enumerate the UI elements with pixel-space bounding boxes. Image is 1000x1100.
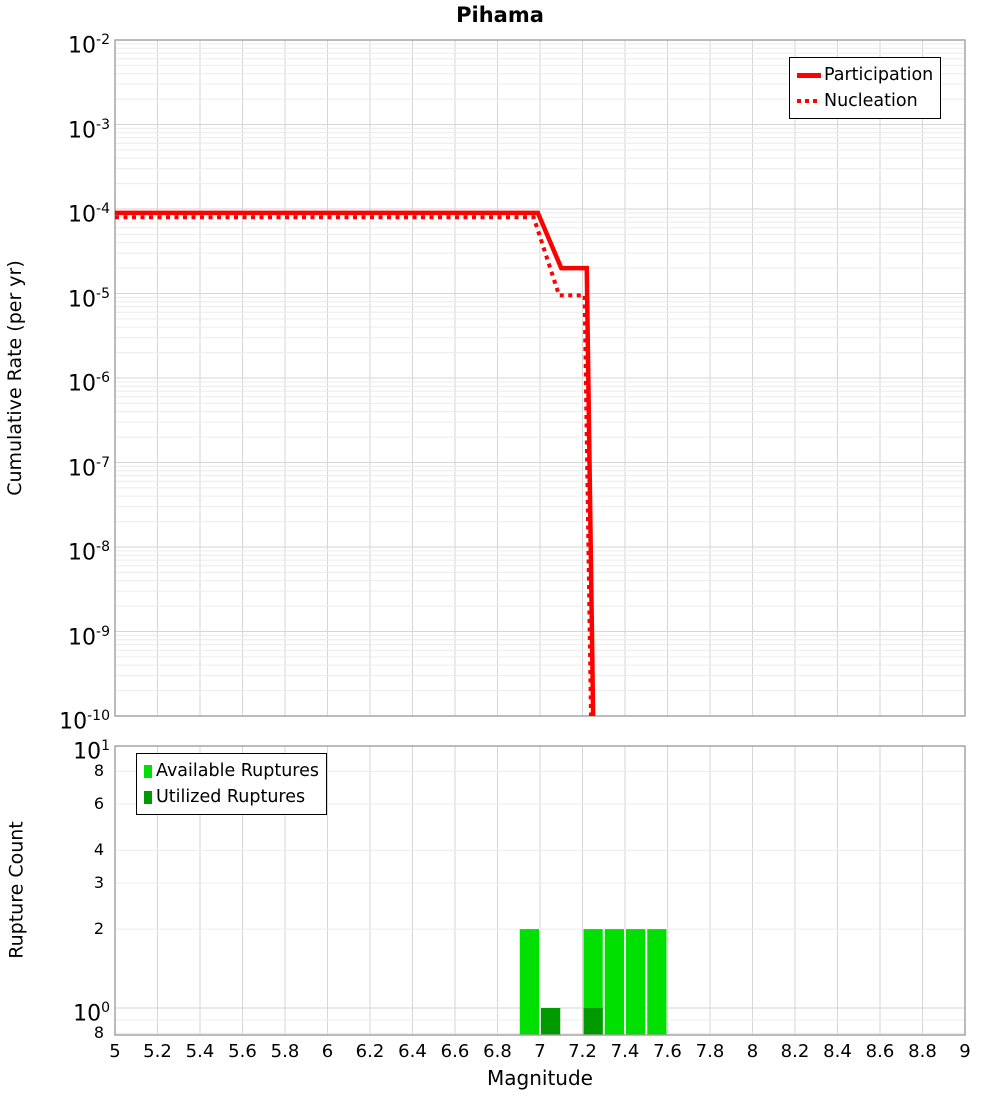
participation-line — [115, 210, 596, 716]
y-tick-label-count: 100 — [73, 1000, 110, 1027]
x-tick-label: 8 — [746, 1041, 759, 1062]
available-ruptures-bar — [519, 929, 539, 1035]
x-axis-label-magnitude: Magnitude — [487, 1066, 593, 1090]
x-tick-label: 6.4 — [398, 1041, 427, 1062]
y-tick-label-rate: 10-4 — [68, 201, 110, 228]
x-tick-label: 7.2 — [568, 1041, 597, 1062]
x-tick-label: 8.4 — [823, 1041, 852, 1062]
y-axis-label-cumulative-rate: Cumulative Rate (per yr) — [4, 260, 26, 496]
participation-line-swatch — [797, 72, 821, 78]
rate-plot-frame — [114, 39, 966, 717]
y-tick-label-rate: 10-10 — [59, 708, 110, 735]
x-tick-label: 8.2 — [780, 1041, 810, 1062]
x-tick-label: 5.2 — [143, 1041, 172, 1062]
y-tick-label-rate: 10-6 — [68, 370, 110, 397]
y-tick-label-rate: 10-9 — [68, 623, 110, 650]
legend-rupture-plot: Available Ruptures Utilized Ruptures — [136, 753, 327, 815]
legend-item-utilized: Utilized Ruptures — [144, 784, 319, 810]
y-tick-label-rate: 10-7 — [68, 454, 110, 481]
y-minor-tick-label-count: 8 — [93, 761, 104, 781]
count-plot-frame — [114, 745, 966, 1036]
utilized-ruptures-bar — [541, 1008, 561, 1035]
nucleation-line — [115, 215, 593, 716]
x-tick-label: 7.6 — [653, 1041, 682, 1062]
x-tick-label: 6 — [321, 1041, 334, 1062]
y-axis-label-rupture-count: Rupture Count — [5, 821, 28, 959]
y-minor-tick-label-count: 2 — [93, 919, 104, 939]
legend-rate-plot: Participation Nucleation — [789, 57, 942, 119]
chart-title: Pihama — [456, 3, 544, 27]
y-tick-label-rate: 10-2 — [68, 32, 110, 59]
available-ruptures-swatch — [144, 764, 152, 778]
y-tick-label-count: 101 — [73, 738, 110, 765]
y-tick-label-rate: 10-3 — [68, 116, 110, 143]
utilized-ruptures-bar — [583, 1008, 603, 1035]
legend-item-participation: Participation — [797, 62, 933, 88]
y-minor-tick-label-count: 8 — [93, 1023, 104, 1043]
x-tick-label: 5.4 — [185, 1041, 215, 1062]
x-tick-label: 6.2 — [355, 1041, 385, 1062]
y-minor-tick-label-count: 4 — [93, 840, 104, 860]
x-tick-label: 5.6 — [228, 1041, 257, 1062]
x-tick-label: 8.8 — [908, 1041, 937, 1062]
legend-item-available: Available Ruptures — [144, 758, 319, 784]
utilized-ruptures-swatch — [144, 790, 152, 804]
y-tick-label-rate: 10-8 — [68, 539, 110, 566]
x-tick-label: 5.8 — [270, 1041, 300, 1062]
legend-label-utilized: Utilized Ruptures — [156, 787, 306, 807]
x-tick-label: 9 — [959, 1041, 971, 1062]
x-tick-label: 8.6 — [865, 1041, 895, 1062]
y-minor-tick-label-count: 6 — [93, 794, 104, 814]
legend-label-nucleation: Nucleation — [824, 91, 918, 111]
x-tick-label: 7 — [534, 1041, 546, 1062]
legend-label-participation: Participation — [824, 65, 934, 85]
legend-label-available: Available Ruptures — [156, 761, 319, 781]
x-tick-label: 7.8 — [695, 1041, 725, 1062]
available-ruptures-bar — [626, 929, 646, 1035]
legend-item-nucleation: Nucleation — [797, 88, 933, 114]
y-minor-tick-label-count: 3 — [93, 872, 104, 892]
x-tick-label: 5 — [109, 1041, 121, 1062]
x-tick-label: 6.6 — [440, 1041, 470, 1062]
y-tick-label-rate: 10-5 — [68, 285, 110, 312]
x-tick-label: 7.4 — [610, 1041, 640, 1062]
available-ruptures-bar — [647, 929, 667, 1035]
nucleation-line-swatch — [797, 99, 821, 103]
available-ruptures-bar — [604, 929, 624, 1035]
x-tick-label: 6.8 — [483, 1041, 512, 1062]
